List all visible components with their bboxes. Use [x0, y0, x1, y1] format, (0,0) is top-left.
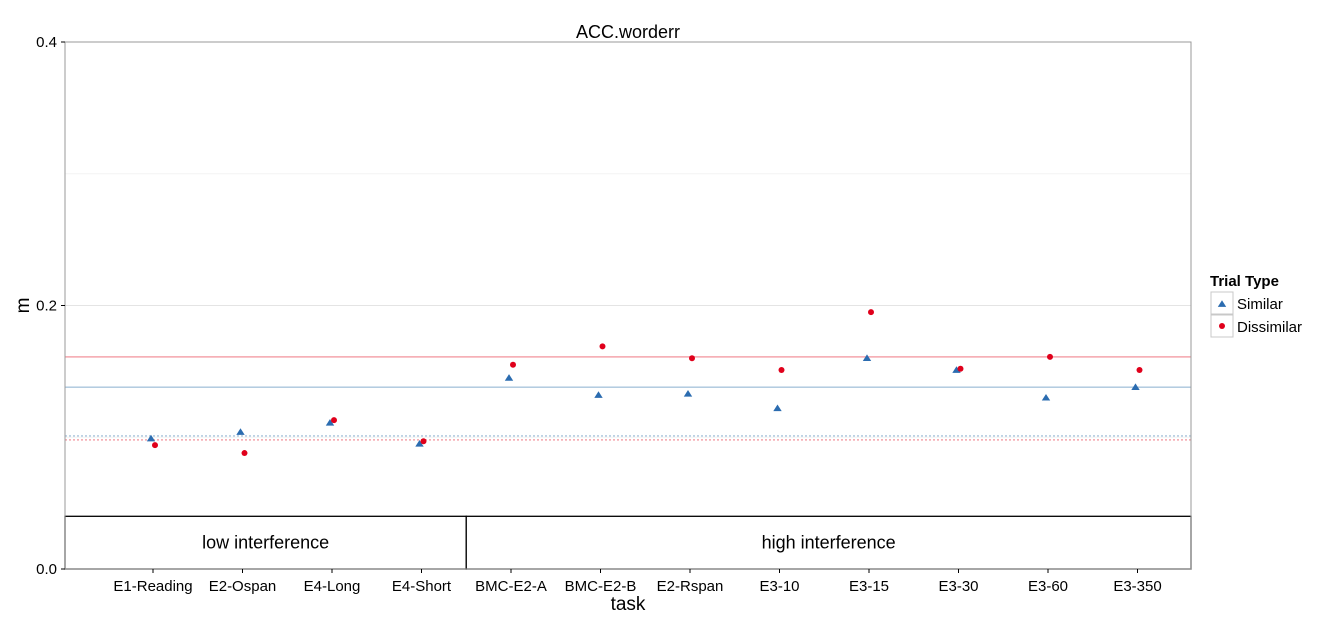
point-similar: [1041, 393, 1051, 401]
x-tick-label: E4-Long: [304, 578, 361, 595]
point-dissimilar: [1136, 367, 1143, 374]
interference-band: low interference high interference: [64, 515, 1192, 570]
legend-marker-similar: [1217, 300, 1227, 307]
point-similar: [504, 374, 514, 381]
legend-marker-dissimilar: [1219, 323, 1225, 329]
group-label: low interference: [202, 533, 329, 553]
point-dissimilar: [331, 417, 337, 424]
point-similar: [683, 389, 693, 397]
reference-lines: [65, 356, 1191, 441]
point-dissimilar: [689, 355, 695, 362]
point-dissimilar: [420, 438, 427, 445]
y-tick-label: 0.0: [36, 561, 57, 578]
y-tick-label: 0.2: [36, 298, 57, 315]
point-dissimilar: [1047, 353, 1053, 360]
data-points: [146, 309, 1143, 457]
x-tick-label: E3-30: [938, 578, 978, 595]
point-dissimilar: [778, 367, 785, 374]
grid-lines: [65, 173, 1191, 438]
legend: Trial Type Similar Dissimilar: [1210, 273, 1302, 338]
legend-title: Trial Type: [1210, 273, 1279, 290]
point-similar: [773, 404, 782, 412]
legend-label: Similar: [1237, 296, 1283, 313]
x-tick-label: BMC-E2-B: [565, 578, 637, 595]
group-box: [64, 515, 467, 570]
x-axis-title: task: [611, 594, 646, 615]
x-tick-label: E3-60: [1028, 578, 1068, 595]
legend-label: Dissimilar: [1237, 319, 1302, 336]
x-tick-label: BMC-E2-A: [475, 578, 547, 595]
point-dissimilar: [241, 450, 248, 457]
point-dissimilar: [152, 442, 158, 449]
x-tick-label: E1-Reading: [113, 578, 192, 595]
point-similar: [415, 440, 424, 447]
x-tick-label: E3-10: [759, 578, 799, 595]
group-box: [465, 515, 1192, 570]
x-tick-label: E3-15: [849, 578, 889, 595]
point-dissimilar: [599, 343, 606, 350]
x-tick-label: E4-Short: [392, 578, 452, 595]
chart-title: ACC.worderr: [576, 22, 680, 42]
point-similar: [146, 434, 156, 442]
point-similar: [952, 366, 961, 373]
x-tick-label: E2-Rspan: [657, 578, 724, 595]
point-similar: [236, 428, 245, 435]
point-dissimilar: [510, 361, 516, 368]
point-similar: [594, 391, 603, 398]
point-similar: [862, 354, 872, 362]
point-similar: [325, 418, 335, 426]
point-similar: [1131, 383, 1140, 391]
point-dissimilar: [957, 365, 964, 372]
x-tick-label: E3-350: [1113, 578, 1161, 595]
axes: 0.0 0.2 0.4 E1-Reading E2-Ospan E4-Long E4-Sho…: [36, 34, 1162, 595]
y-tick-label: 0.4: [36, 34, 57, 51]
y-axis-title: m: [13, 298, 34, 314]
x-tick-label: E2-Ospan: [209, 578, 277, 595]
group-label: high interference: [762, 533, 896, 553]
point-dissimilar: [868, 309, 874, 316]
